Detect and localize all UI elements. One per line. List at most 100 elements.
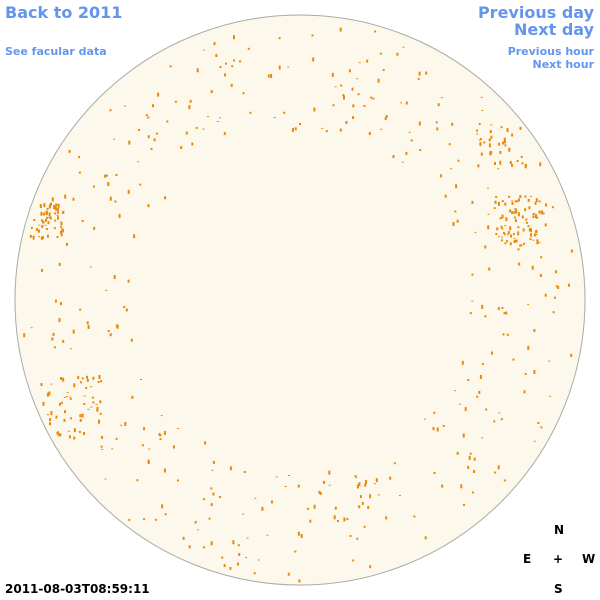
facula <box>65 396 68 398</box>
facula <box>402 46 405 48</box>
facula <box>59 433 62 437</box>
facula <box>536 216 539 219</box>
facula <box>332 104 335 107</box>
facula <box>98 375 101 379</box>
facula <box>514 207 517 210</box>
facula <box>331 72 334 77</box>
facula <box>497 168 500 170</box>
facula <box>60 231 62 234</box>
facula <box>464 407 467 412</box>
previous-hour-link[interactable]: Previous hour <box>507 45 594 58</box>
facula <box>382 68 385 71</box>
facula <box>261 506 264 511</box>
facula <box>508 195 511 198</box>
previous-day-link[interactable]: Previous day <box>477 3 594 22</box>
facula <box>533 233 536 237</box>
facula <box>91 396 94 399</box>
facula <box>538 200 541 203</box>
facula <box>210 487 213 490</box>
facula <box>221 556 224 559</box>
facula <box>510 234 512 238</box>
facular-link[interactable]: See facular data <box>5 45 107 58</box>
facula <box>60 233 63 237</box>
facula <box>159 434 162 437</box>
facula <box>107 182 110 187</box>
facula <box>188 105 191 110</box>
facula <box>39 204 42 209</box>
facula <box>153 138 156 142</box>
facula <box>437 103 440 107</box>
facula <box>63 418 66 422</box>
facula <box>343 95 345 100</box>
facula <box>471 491 474 494</box>
facula <box>147 116 150 119</box>
facula <box>159 438 162 441</box>
facula <box>334 506 337 510</box>
facula <box>300 534 303 538</box>
facula <box>525 221 528 224</box>
back-link[interactable]: Back to 2011 <box>5 3 123 22</box>
facula <box>454 390 457 392</box>
facula <box>243 471 246 473</box>
facula <box>38 236 41 238</box>
facula <box>41 268 43 272</box>
facula <box>345 121 348 124</box>
facula <box>313 107 316 112</box>
facula <box>523 390 526 394</box>
facula <box>194 521 197 524</box>
facula <box>359 495 362 499</box>
facula <box>333 515 336 520</box>
facula <box>334 86 337 88</box>
facula <box>189 99 192 103</box>
facula <box>544 223 547 227</box>
facula <box>352 104 355 108</box>
facula <box>53 205 56 210</box>
facula <box>229 566 232 570</box>
facula <box>358 505 361 509</box>
facula <box>32 235 35 240</box>
facula <box>469 312 472 315</box>
facula <box>467 379 470 382</box>
facula <box>60 377 62 380</box>
facula <box>520 155 523 158</box>
facula <box>41 224 44 228</box>
facula <box>374 30 377 33</box>
facula <box>517 231 520 236</box>
facula <box>462 433 465 438</box>
facula <box>503 137 506 141</box>
facula <box>42 222 45 224</box>
facula <box>138 129 140 131</box>
facula <box>212 460 215 464</box>
facula <box>311 34 314 37</box>
facula <box>83 402 86 405</box>
facula <box>65 242 68 246</box>
facula <box>81 377 84 380</box>
facula <box>202 49 205 51</box>
facula <box>468 455 471 460</box>
facula <box>37 230 40 231</box>
facula <box>358 62 361 64</box>
facula <box>379 52 382 55</box>
facula <box>348 69 351 73</box>
facula <box>225 62 227 65</box>
facula <box>257 559 260 561</box>
facula <box>196 68 199 73</box>
facula <box>363 104 366 107</box>
facula <box>372 97 375 100</box>
facula <box>535 214 537 219</box>
facula <box>215 54 218 57</box>
facula <box>104 174 107 178</box>
facula <box>393 462 396 465</box>
facula <box>51 337 54 341</box>
next-day-link[interactable]: Next day <box>514 20 594 39</box>
next-hour-link[interactable]: Next hour <box>532 58 595 71</box>
facula <box>164 513 167 516</box>
facula <box>127 189 130 194</box>
facula <box>56 209 59 214</box>
facula <box>408 131 411 133</box>
facula <box>483 141 486 144</box>
facula <box>54 299 57 303</box>
facula <box>339 27 342 32</box>
facula <box>270 500 273 504</box>
facula <box>230 83 233 87</box>
